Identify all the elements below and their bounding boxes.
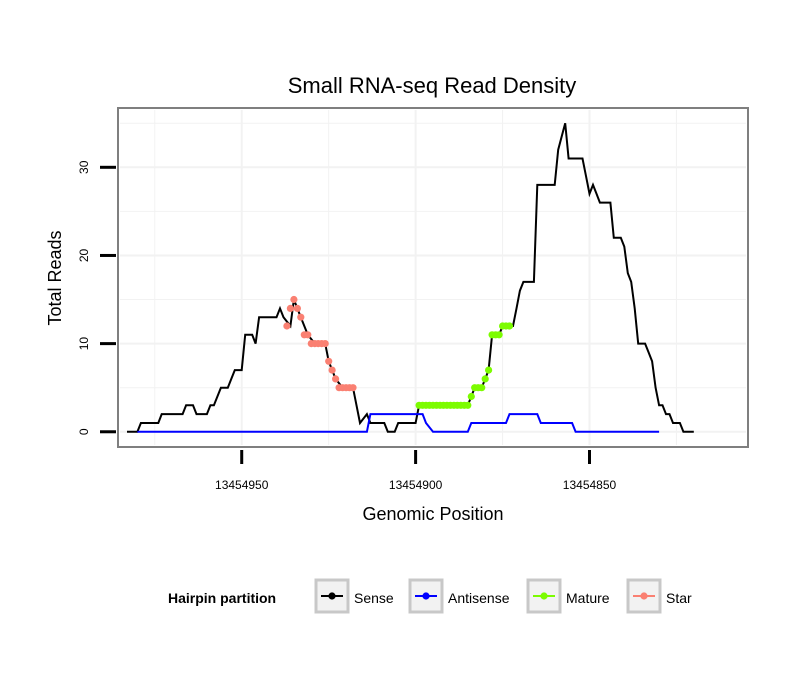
data-point-mature bbox=[478, 384, 486, 392]
data-point-star bbox=[332, 375, 340, 383]
data-point-mature bbox=[481, 375, 489, 383]
plot-panel bbox=[117, 107, 749, 448]
legend-key-point-star bbox=[640, 592, 648, 600]
y-tick-label: 10 bbox=[77, 337, 91, 351]
legend-item-star: Star bbox=[626, 578, 692, 614]
legend-item-sense: Sense bbox=[314, 578, 394, 614]
legend-key-point-mature bbox=[540, 592, 548, 600]
data-point-star bbox=[304, 331, 312, 339]
legend-item-mature: Mature bbox=[526, 578, 610, 614]
x-tick-label: 13454850 bbox=[563, 478, 617, 492]
data-point-star bbox=[286, 304, 294, 312]
legend-title: Hairpin partition bbox=[168, 590, 276, 606]
x-tick-label: 13454900 bbox=[389, 478, 443, 492]
y-axis-title: Total Reads bbox=[45, 230, 65, 325]
x-axis: 13454950 13454900 13454850 bbox=[215, 450, 617, 492]
y-axis: 0 10 20 30 bbox=[77, 160, 116, 435]
data-point-mature bbox=[485, 366, 493, 374]
legend-label-antisense: Antisense bbox=[448, 590, 510, 606]
x-axis-title: Genomic Position bbox=[362, 504, 503, 524]
data-point-mature bbox=[467, 392, 475, 401]
x-tick-label: 13454950 bbox=[215, 478, 269, 492]
chart-title: Small RNA-seq Read Density bbox=[288, 73, 577, 98]
data-point-star bbox=[290, 295, 298, 304]
legend-key-point-sense bbox=[328, 592, 336, 600]
y-tick-label: 30 bbox=[77, 160, 91, 174]
y-tick-label: 0 bbox=[77, 428, 91, 435]
legend: Hairpin partition Sense Antisense Mature St… bbox=[168, 578, 692, 614]
y-tick-label: 20 bbox=[77, 248, 91, 262]
data-point-star bbox=[325, 357, 333, 365]
data-point-star bbox=[283, 322, 291, 330]
data-point-star bbox=[297, 313, 305, 321]
data-point-mature bbox=[505, 322, 514, 330]
data-point-star bbox=[328, 366, 336, 374]
data-point-mature bbox=[495, 331, 503, 339]
legend-item-antisense: Antisense bbox=[408, 578, 510, 614]
data-point-star bbox=[349, 384, 357, 392]
legend-label-star: Star bbox=[666, 590, 692, 606]
plot-border bbox=[117, 107, 749, 448]
legend-items: Sense Antisense Mature Star bbox=[314, 578, 692, 614]
data-point-mature bbox=[464, 401, 472, 409]
legend-label-mature: Mature bbox=[566, 590, 610, 606]
data-point-star bbox=[321, 340, 329, 348]
series-layer bbox=[127, 122, 694, 433]
series-line-antisense bbox=[137, 413, 660, 433]
grid bbox=[120, 110, 746, 445]
legend-label-sense: Sense bbox=[354, 590, 394, 606]
legend-key-point-antisense bbox=[422, 592, 430, 600]
data-point-star bbox=[293, 304, 301, 312]
